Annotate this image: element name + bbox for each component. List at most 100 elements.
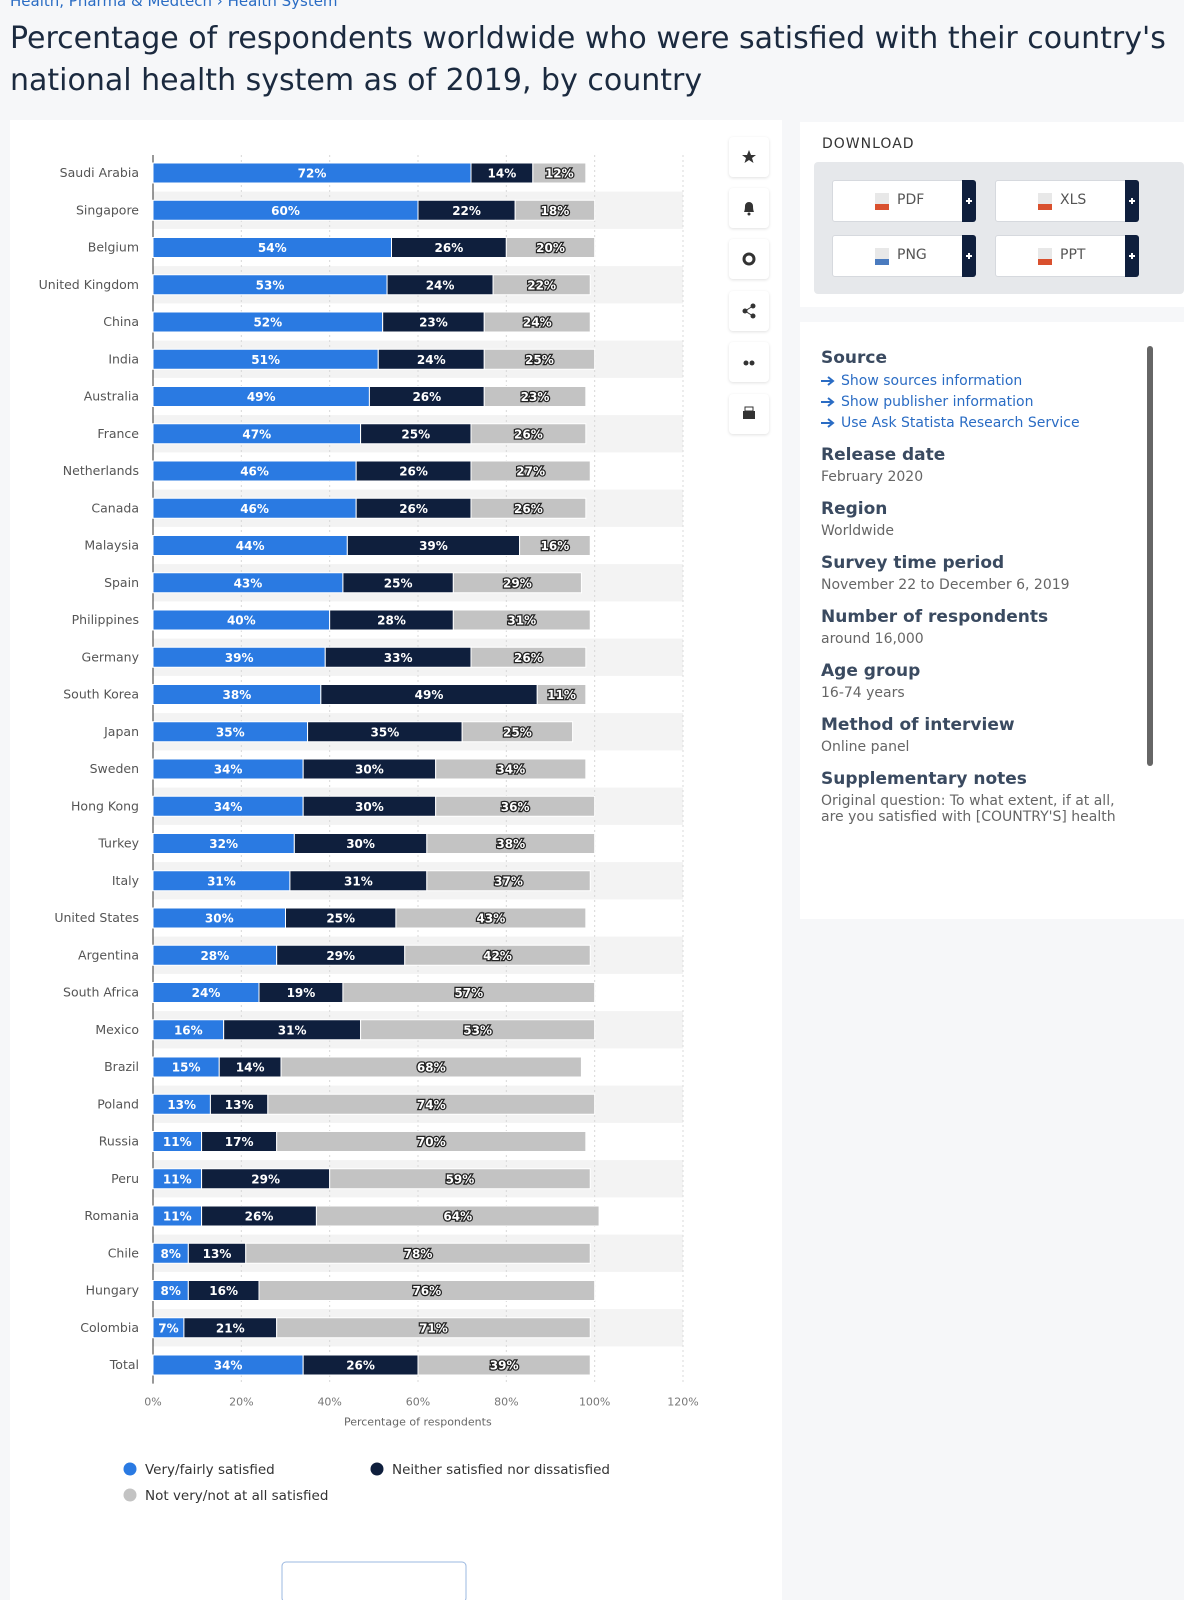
data-label: 70% — [417, 1135, 446, 1149]
y-tick-label: Peru — [111, 1171, 139, 1186]
legend-label: Neither satisfied nor dissatisfied — [392, 1462, 610, 1478]
data-label: 27% — [516, 465, 545, 479]
bar-segment — [435, 758, 587, 780]
data-label: 25% — [384, 576, 413, 590]
bar-segment — [267, 1093, 596, 1115]
data-label: 46% — [240, 502, 269, 516]
data-label: 32% — [209, 837, 238, 851]
info-block: Region Worldwide — [821, 499, 1131, 539]
y-tick-label: South Korea — [63, 687, 139, 702]
data-label: 28% — [200, 949, 229, 963]
data-label: 71% — [419, 1321, 448, 1335]
favorite-button[interactable] — [729, 137, 769, 177]
data-label: 30% — [205, 912, 234, 926]
y-tick-label: Argentina — [78, 947, 139, 962]
breadcrumb-link[interactable]: Health System — [227, 0, 338, 10]
download-button[interactable]: PPT — [995, 235, 1139, 277]
y-tick-label: Japan — [103, 724, 139, 739]
data-label: 51% — [251, 353, 280, 367]
y-tick-label: Singapore — [76, 202, 139, 217]
data-label: 25% — [326, 912, 355, 926]
y-tick-label: China — [103, 314, 139, 329]
data-label: 8% — [160, 1284, 180, 1298]
bar-segment — [470, 423, 587, 445]
bar-segment — [426, 833, 596, 854]
button-label: PPT — [1060, 247, 1086, 263]
data-label: 34% — [214, 1359, 243, 1373]
data-label: 39% — [419, 539, 448, 553]
data-label: 18% — [541, 204, 570, 218]
y-tick-label: United States — [54, 910, 139, 925]
data-label: 26% — [514, 502, 543, 516]
bar-segment — [505, 237, 596, 258]
info-block: Supplementary notes Original question: To… — [821, 769, 1131, 825]
data-label: 74% — [417, 1098, 446, 1112]
y-tick-label: India — [108, 351, 139, 366]
data-label: 26% — [412, 390, 441, 404]
y-tick-label: Netherlands — [63, 463, 139, 478]
x-tick-label: 100% — [579, 1396, 610, 1409]
data-label: 52% — [253, 316, 282, 330]
info-value: 16-74 years — [821, 685, 905, 701]
more-button[interactable] — [281, 1561, 467, 1600]
alert-button[interactable] — [729, 188, 769, 228]
bar-segment — [452, 572, 582, 594]
share-button[interactable] — [729, 291, 769, 331]
data-label: 11% — [163, 1135, 192, 1149]
info-value: Worldwide — [821, 523, 894, 539]
download-button[interactable]: PDF — [832, 180, 976, 222]
data-label: 60% — [271, 204, 300, 218]
y-tick-label: Saudi Arabia — [60, 165, 139, 180]
y-tick-label: Malaysia — [84, 538, 139, 553]
settings-button[interactable] — [729, 239, 769, 279]
data-label: 34% — [496, 763, 525, 777]
breadcrumb-link[interactable]: Health, Pharma & Medtech — [10, 0, 213, 10]
data-label: 54% — [258, 241, 287, 255]
bar-segment — [470, 497, 587, 519]
data-label: 13% — [225, 1098, 254, 1112]
info-block: Number of respondents around 16,000 — [821, 607, 1131, 647]
bar-segment — [532, 162, 587, 184]
info-link[interactable]: Show publisher information — [821, 394, 1131, 410]
download-button[interactable]: PNG — [832, 235, 976, 277]
data-label: 34% — [214, 763, 243, 777]
info-link[interactable]: Use Ask Statista Research Service — [821, 415, 1131, 431]
info-link[interactable]: Show sources information — [821, 373, 1131, 389]
info-heading: Source — [821, 348, 888, 368]
data-label: 30% — [346, 837, 375, 851]
bar-segment — [395, 907, 587, 929]
bar-segment — [329, 1168, 591, 1190]
page-title: Percentage of respondents worldwide who … — [10, 21, 1166, 98]
data-label: 16% — [174, 1023, 203, 1037]
bar-segment — [360, 1019, 596, 1041]
data-label: 12% — [545, 167, 574, 181]
data-label: 24% — [426, 278, 455, 292]
y-tick-label: Brazil — [104, 1059, 139, 1074]
data-label: 24% — [417, 353, 446, 367]
data-label: 35% — [216, 725, 245, 739]
data-label: 47% — [242, 427, 271, 441]
y-tick-label: Poland — [97, 1096, 139, 1111]
y-tick-label: Italy — [112, 873, 140, 888]
y-tick-label: Canada — [91, 500, 139, 515]
y-tick-label: Total — [109, 1357, 139, 1372]
cite-button[interactable] — [729, 342, 769, 382]
y-tick-label: Belgium — [88, 240, 139, 255]
data-label: 49% — [415, 688, 444, 702]
data-label: 36% — [501, 800, 530, 814]
data-label: 30% — [355, 763, 384, 777]
data-label: 38% — [496, 837, 525, 851]
y-tick-label: Chile — [108, 1245, 140, 1260]
y-tick-label: France — [97, 426, 139, 441]
y-tick-label: Turkey — [97, 836, 139, 851]
data-label: 20% — [536, 241, 565, 255]
legend-marker — [123, 1488, 137, 1502]
y-tick-label: Russia — [99, 1134, 139, 1149]
download-button[interactable]: XLS — [995, 180, 1139, 222]
print-button[interactable] — [729, 394, 769, 434]
data-label: 29% — [503, 576, 532, 590]
data-label: 7% — [158, 1321, 178, 1335]
data-label: 78% — [404, 1247, 433, 1261]
info-value: around 16,000 — [821, 631, 924, 647]
